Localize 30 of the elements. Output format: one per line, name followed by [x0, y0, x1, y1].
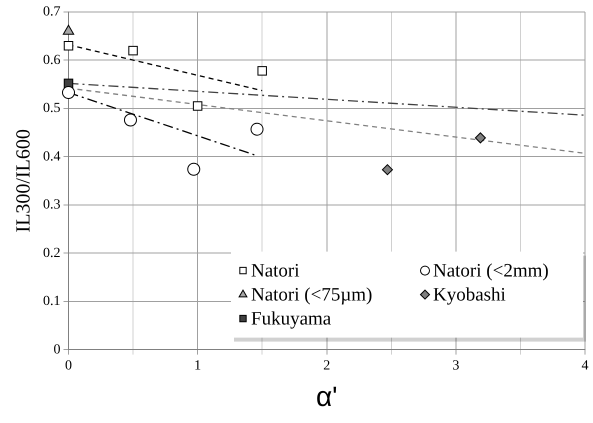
y-tick-label: 0.3 [43, 198, 60, 213]
y-tick-label: 0.5 [43, 101, 60, 116]
x-axis-title: α' [316, 380, 338, 412]
point [250, 122, 264, 136]
legend-label: Natori (<2mm) [433, 260, 549, 282]
legend-label: Kyobashi [433, 284, 506, 306]
y-tick-label: 0.2 [43, 246, 60, 261]
x-tick-label: 0 [65, 358, 72, 374]
point [192, 101, 202, 111]
x-tick-label: 3 [452, 358, 460, 374]
point [187, 162, 200, 176]
point [257, 66, 267, 76]
x-tick-label: 1 [194, 358, 202, 374]
point [64, 41, 74, 51]
point [128, 46, 138, 56]
y-tick-label: 0 [54, 342, 60, 358]
legend-label: Natori [251, 260, 300, 282]
x-tick-label: 2 [323, 358, 330, 374]
point [124, 114, 137, 127]
legend-label: Fukuyama [251, 308, 332, 330]
y-axis-title: IL300/IL600 [12, 129, 34, 232]
point [474, 132, 486, 144]
x-tick-label: 4 [582, 358, 588, 374]
y-tick-label: 0.4 [43, 149, 60, 164]
y-tick-label: 0.7 [43, 4, 60, 20]
legend-label: Natori (<75µm) [251, 284, 372, 306]
point [382, 164, 393, 176]
y-tick-label: 0.6 [43, 52, 60, 68]
y-tick-label: 0.1 [43, 294, 60, 310]
point [62, 86, 75, 100]
